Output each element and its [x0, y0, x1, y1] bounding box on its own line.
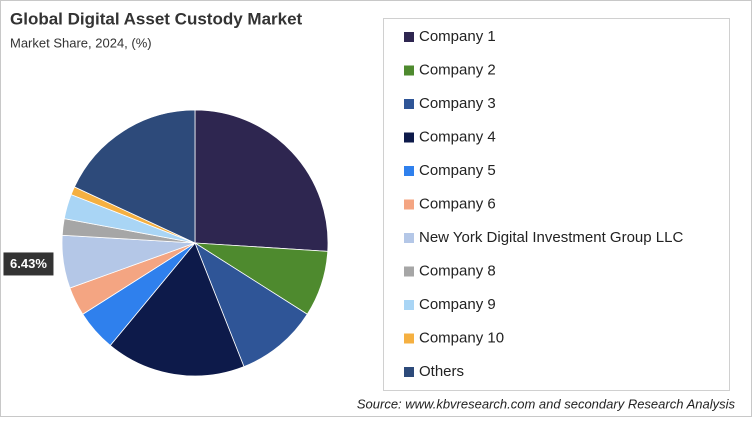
legend-swatch	[404, 367, 414, 377]
legend-label: Company 5	[419, 162, 496, 179]
legend-swatch	[404, 199, 414, 210]
pie-slice	[194, 109, 329, 252]
legend-label: Company 1	[419, 28, 496, 45]
legend-swatch	[404, 233, 414, 243]
legend-swatch	[404, 132, 414, 143]
legend-swatch	[404, 99, 414, 109]
legend-swatch	[404, 333, 414, 344]
chart-title: Global Digital Asset Custody Market	[10, 9, 303, 28]
pie-slice	[109, 242, 245, 377]
legend-label: Company 2	[419, 61, 496, 78]
legend-label: Company 4	[419, 128, 496, 145]
pie-slice	[73, 109, 196, 244]
data-label: 6.43%	[10, 256, 47, 271]
legend-label: Company 3	[419, 95, 496, 112]
pie-slice	[194, 242, 308, 368]
legend-swatch	[404, 166, 414, 176]
legend-label: Others	[419, 363, 464, 380]
legend-swatch	[404, 266, 414, 277]
legend-box	[383, 18, 730, 391]
legend-label: Company 6	[419, 195, 496, 212]
legend-swatch	[404, 300, 414, 310]
legend-label: Company 8	[419, 262, 496, 279]
data-label-box	[3, 252, 54, 276]
legend-label: New York Digital Investment Group LLC	[419, 229, 683, 246]
legend-swatch	[404, 32, 414, 42]
legend-label: Company 10	[419, 329, 504, 346]
chart-subtitle: Market Share, 2024, (%)	[10, 35, 152, 50]
source: Source: www.kbvresearch.com and secondar…	[357, 396, 736, 411]
legend-swatch	[404, 65, 414, 76]
legend-label: Company 9	[419, 296, 496, 313]
